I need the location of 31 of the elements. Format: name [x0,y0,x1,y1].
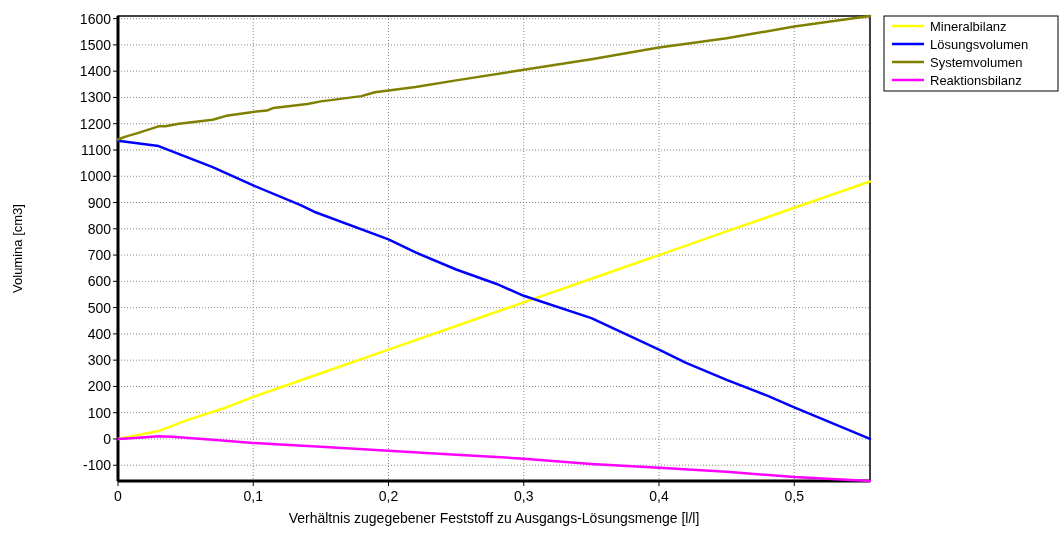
y-tick-label: 1600 [79,10,112,27]
y-tick-label: 300 [87,352,112,369]
y-axis-title: Volumina [cm3] [10,204,25,293]
y-tick-label: 0 [103,430,112,447]
y-tick-label: 100 [87,404,112,421]
y-tick-label: 1500 [79,36,112,53]
y-tick-label: 200 [87,378,112,395]
legend-label: Mineralbilanz [930,19,1007,34]
x-tick-label: 0,3 [514,488,534,504]
x-tick-label: 0,4 [649,488,669,504]
x-axis-title: Verhältnis zugegebener Feststoff zu Ausgangs-Lösungsmenge [l/l] [288,510,700,526]
y-tick-label: 700 [87,247,112,264]
y-tick-label: 1100 [80,141,112,158]
x-tick-label: 0,5 [784,488,805,504]
y-tick-label: 600 [87,273,112,290]
legend-label: Lösungsvolumen [930,37,1029,52]
y-tick-label: 1200 [79,115,112,132]
y-tick-label: 1400 [79,63,112,80]
y-tick-label: 800 [87,220,112,237]
legend-label: Systemvolumen [930,55,1023,70]
y-tick-label: 400 [87,325,112,342]
line-series [116,14,872,141]
x-tick-label: 0,2 [378,488,399,504]
x-tick-label: 0 [114,488,123,504]
y-tick-label: -100 [82,457,112,474]
y-tick-label: 1300 [79,89,112,106]
y-tick-label: 1000 [79,168,112,185]
y-tick-label: 500 [87,299,112,316]
legend-label: Reaktionsbilanz [930,73,1022,88]
y-tick-label: 900 [87,194,112,211]
x-tick-label: 0,1 [243,488,264,504]
